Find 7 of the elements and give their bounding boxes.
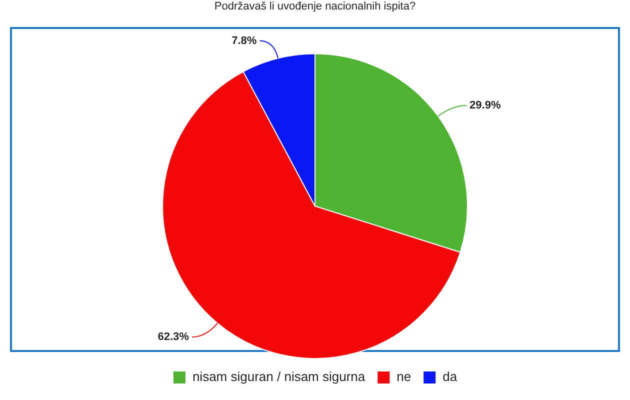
data-label: 29.9% [470,100,501,112]
chart-title: Podržavaš li uvođenje nacionalnih ispita? [214,0,416,13]
legend-label: nisam siguran / nisam sigurna [192,369,366,384]
legend-label: ne [396,369,412,384]
legend-label: da [442,369,458,384]
data-label: 7.8% [232,34,257,47]
data-label: 62.3% [158,331,190,344]
